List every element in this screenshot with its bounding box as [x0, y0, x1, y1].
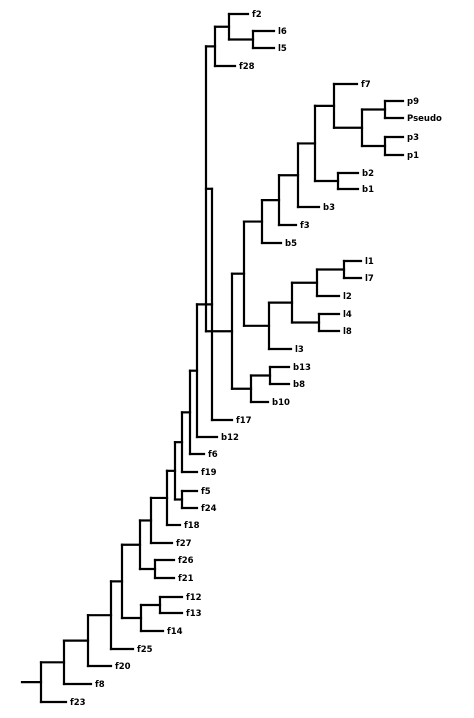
leaf-label-f27: f27 — [176, 539, 192, 549]
leaf-label-f28: f28 — [239, 62, 255, 72]
leaf-label-b12: b12 — [221, 433, 239, 443]
leaf-label-b1: b1 — [362, 185, 374, 195]
leaf-label-f12: f12 — [186, 593, 202, 603]
leaf-label-f17: f17 — [236, 416, 252, 426]
leaf-label-f26: f26 — [178, 556, 194, 566]
leaf-label-f2: f2 — [252, 10, 262, 20]
leaf-label-l8: l8 — [343, 327, 352, 337]
leaf-label-f6: f6 — [208, 450, 218, 460]
leaf-label-b8: b8 — [293, 380, 305, 390]
leaf-label-p1: p1 — [407, 151, 419, 161]
leaf-label-b13: b13 — [293, 363, 311, 373]
leaf-label-f20: f20 — [115, 662, 131, 672]
leaf-label-f23: f23 — [70, 698, 86, 708]
leaf-label-f3: f3 — [300, 221, 310, 231]
leaf-label-f14: f14 — [167, 627, 183, 637]
leaf-label-l1: l1 — [365, 257, 374, 267]
leaf-label-f7: f7 — [361, 80, 371, 90]
leaf-label-p3: p3 — [407, 133, 419, 143]
leaf-label-l7: l7 — [365, 274, 374, 284]
leaf-label-b5: b5 — [285, 239, 297, 249]
leaf-label-f13: f13 — [186, 609, 202, 619]
leaf-label-l5: l5 — [278, 44, 287, 54]
leaf-label-f24: f24 — [201, 504, 217, 514]
leaf-label-l2: l2 — [343, 292, 352, 302]
leaf-label-b3: b3 — [323, 203, 335, 213]
leaf-label-pseudo: Pseudo — [407, 114, 442, 124]
leaf-label-f5: f5 — [201, 487, 211, 497]
leaf-label-f19: f19 — [201, 468, 217, 478]
leaf-label-b10: b10 — [272, 398, 290, 408]
leaf-label-l4: l4 — [343, 310, 352, 320]
leaf-label-p9: p9 — [407, 97, 419, 107]
leaf-label-b2: b2 — [362, 169, 374, 179]
leaf-label-f25: f25 — [137, 645, 153, 655]
tree-branches — [20, 12, 405, 704]
leaf-label-l6: l6 — [278, 27, 287, 37]
leaf-label-l3: l3 — [295, 345, 304, 355]
leaf-label-f8: f8 — [95, 680, 105, 690]
leaf-label-f18: f18 — [184, 521, 200, 531]
leaf-label-f21: f21 — [178, 574, 194, 584]
